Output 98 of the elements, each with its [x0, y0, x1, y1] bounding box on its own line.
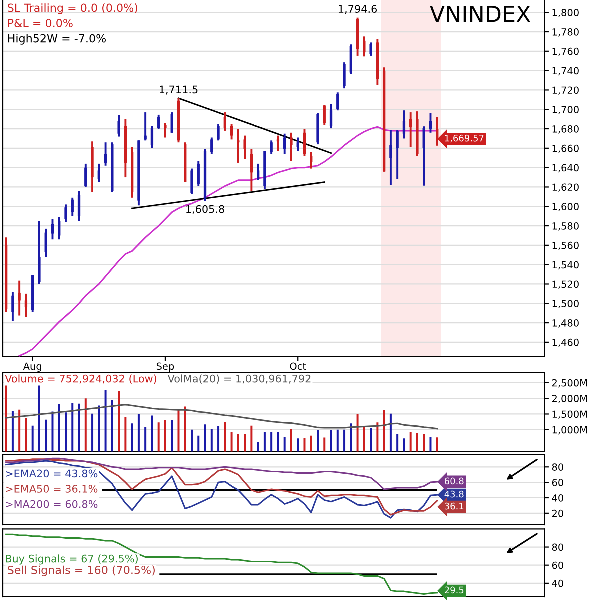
candlestick: [210, 136, 214, 156]
candlestick: [197, 160, 200, 188]
candlestick: [270, 140, 273, 156]
y-tick-label: 1,000M: [552, 426, 588, 435]
y-tick-label: 1,720: [552, 86, 579, 96]
series-label: >EMA20 = 43.8%: [6, 470, 98, 478]
y-tick-label: 1,480: [552, 320, 579, 328]
candlestick: [58, 216, 61, 241]
candlestick: [363, 36, 366, 58]
candlestick: [290, 132, 293, 162]
y-tick-label: 1,560: [552, 242, 579, 250]
candlestick: [276, 134, 280, 152]
y-tick-label: 1,640: [552, 164, 579, 173]
annotation: Sell Signals = 160 (70.5%): [8, 566, 155, 577]
y-tick-label: 60: [552, 479, 564, 486]
candlestick: [158, 114, 160, 130]
data-label: 60.8: [444, 478, 464, 485]
y-tick-label: 40: [552, 580, 564, 588]
candlestick: [51, 218, 54, 241]
y-tick-label: 1,760: [552, 48, 579, 56]
candlestick: [296, 136, 300, 152]
y-tick-label: 1,520: [552, 280, 579, 290]
y-tick-label: 60: [552, 562, 564, 570]
candlestick: [18, 280, 21, 317]
candlestick: [190, 168, 194, 195]
y-tick-label: 1,620: [552, 184, 579, 192]
candlestick: [71, 196, 74, 218]
annotation: High52W = -7.0%: [8, 34, 106, 45]
y-tick-label: 1,500M: [552, 410, 588, 420]
y-tick-label: 80: [552, 464, 564, 471]
candlestick: [330, 103, 333, 130]
text: 1,669.57: [445, 134, 484, 143]
candlestick: [104, 142, 108, 167]
x-tick-label: Oct: [290, 362, 306, 370]
candlestick: [244, 134, 246, 160]
candlestick: [12, 292, 14, 322]
annotation: SL Trailing = 0.0 (0.0%): [8, 4, 138, 14]
candlestick: [422, 126, 426, 187]
candlestick: [250, 148, 254, 192]
x-tick-label: Aug: [23, 362, 42, 372]
candlestick: [256, 162, 260, 182]
candlestick: [78, 190, 81, 222]
candlestick: [84, 162, 88, 188]
candlestick: [98, 162, 100, 184]
candlestick: [402, 110, 406, 140]
text: VolMa(20) = 1,030,961,792: [168, 374, 311, 384]
candlestick: [170, 112, 174, 134]
candlestick: [390, 129, 392, 186]
y-tick-label: 80: [552, 544, 564, 552]
y-tick-label: 1,660: [552, 144, 579, 154]
series-label: Buy Signals = 67 (29.5%): [6, 554, 138, 565]
candlestick: [284, 132, 286, 156]
data-label: 36.1: [445, 502, 464, 510]
chart-title: VNINDEX: [430, 6, 531, 22]
y-tick-label: 1,740: [552, 67, 579, 76]
text: >MA200 = 60.8%: [6, 500, 98, 508]
line-series: [6, 404, 438, 430]
y-tick-label: 2,500M: [552, 379, 588, 388]
candlestick: [396, 129, 399, 180]
candlestick: [224, 112, 226, 132]
x-tick-label: Sep: [156, 362, 174, 372]
y-tick-label: 1,680: [552, 126, 579, 134]
y-tick-label: 40: [552, 494, 564, 502]
y-tick-label: 1,600: [552, 203, 579, 212]
candlestick: [118, 114, 120, 138]
series-label: >EMA50 = 36.1%: [6, 485, 98, 493]
candlestick: [410, 112, 412, 148]
candlestick: [370, 42, 372, 57]
y-tick-label: 20: [552, 510, 564, 518]
data-label: 29.5: [444, 586, 464, 594]
candlestick: [336, 92, 340, 112]
candlestick: [150, 125, 154, 150]
candlestick: [164, 122, 167, 139]
candlestick: [343, 62, 346, 90]
data-label: 43.8: [444, 490, 464, 498]
series-label: Volume = 752,924,032 (Low): [5, 374, 157, 384]
y-tick-label: 1,500: [552, 300, 579, 308]
y-tick-label: 1,800: [552, 9, 579, 18]
annotation: P&L = 0.0%: [8, 19, 73, 28]
candlestick: [303, 128, 306, 158]
y-tick-label: 1,460: [552, 338, 579, 348]
candlestick: [323, 104, 326, 126]
y-tick-label: 1,540: [552, 261, 579, 270]
candlestick: [237, 128, 240, 164]
candlestick: [217, 123, 220, 142]
annotation: 1,711.5: [160, 86, 198, 95]
candlestick: [24, 292, 28, 318]
annotation: 1,605.8: [186, 205, 224, 214]
y-tick-label: 1,580: [552, 222, 579, 231]
annotation: 1,794.6: [339, 5, 378, 14]
candlestick: [230, 123, 234, 141]
candlestick: [44, 228, 48, 258]
y-tick-label: 2,000M: [552, 395, 588, 404]
candlestick: [310, 151, 313, 170]
y-tick-label: 1,780: [552, 28, 579, 37]
candlestick: [64, 204, 68, 224]
candlestick: [429, 112, 432, 134]
y-tick-label: 1,700: [552, 106, 579, 114]
